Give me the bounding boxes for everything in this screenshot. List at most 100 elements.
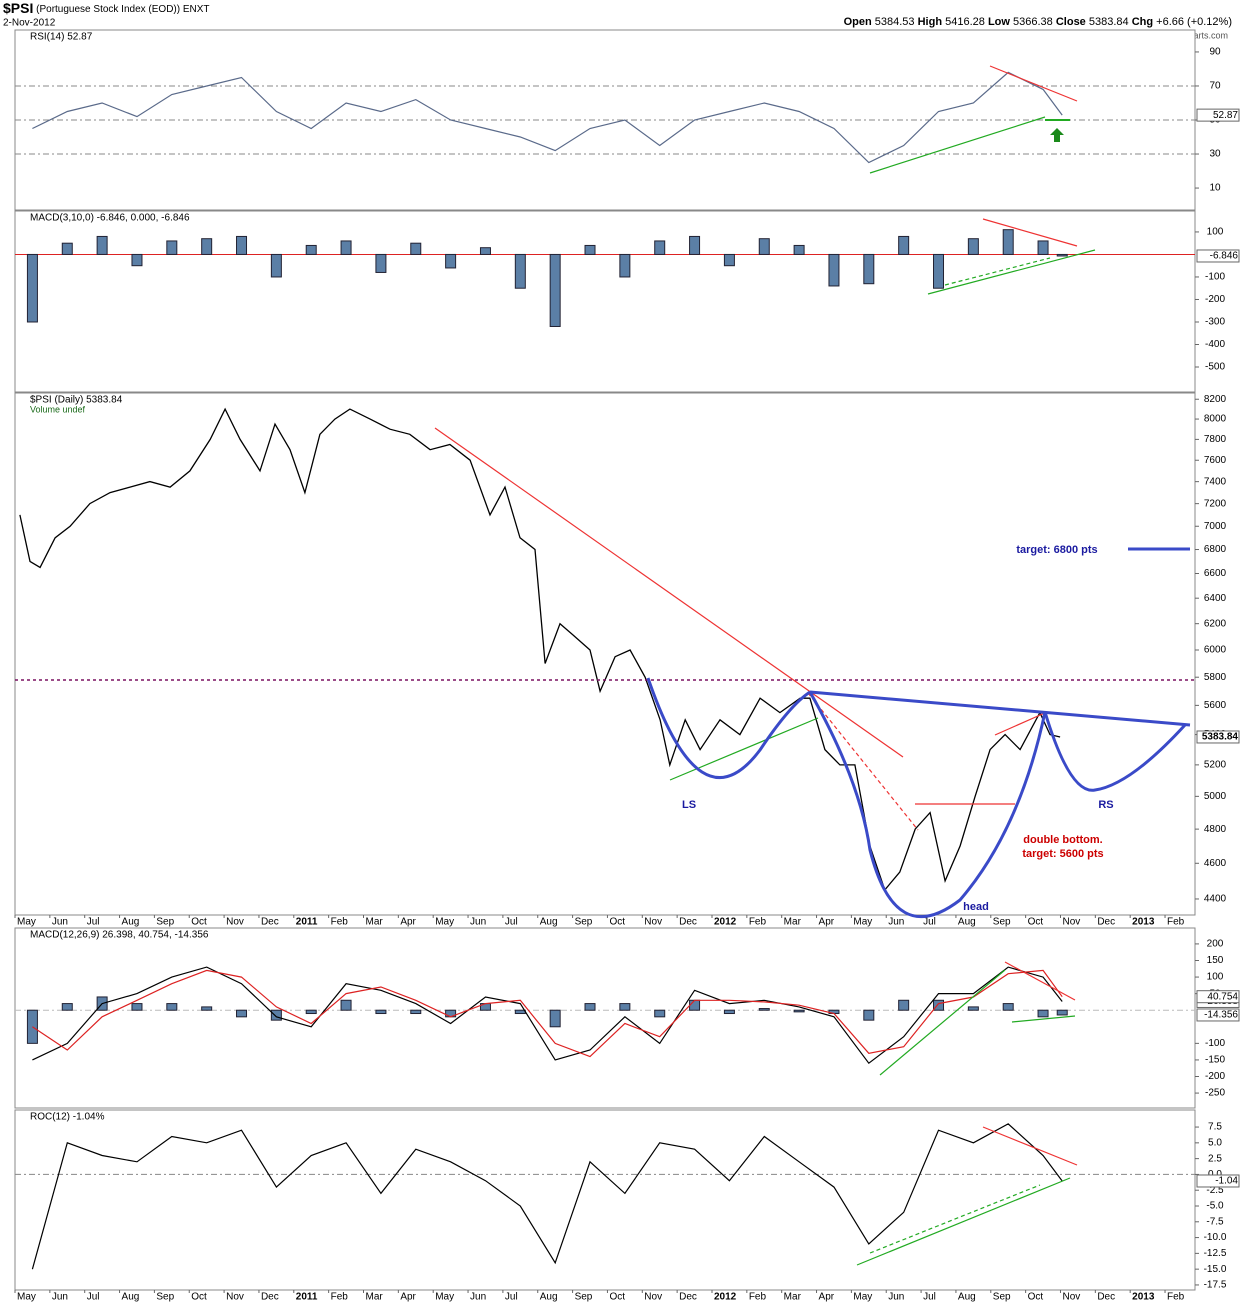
y-tick-label: -7.5	[1206, 1216, 1224, 1227]
panel-frame	[14, 1109, 1196, 1291]
y-tick-label: -10.0	[1204, 1232, 1227, 1243]
exchange: ENXT	[183, 4, 210, 15]
histogram-bar	[375, 1009, 387, 1015]
x-tick-label: Feb	[1167, 1292, 1185, 1303]
panel: 7.55.02.50.0-2.5-5.0-7.5-10.0-12.5-15.0-…	[14, 1109, 1240, 1303]
histogram-bar	[689, 235, 701, 255]
histogram-bar	[898, 999, 910, 1011]
pattern-curve	[808, 691, 1047, 919]
histogram-bar	[131, 253, 143, 267]
histogram-bar	[1056, 1009, 1068, 1016]
y-tick-label: 4800	[1204, 824, 1227, 835]
quote: Open 5384.53 High 5416.28 Low 5366.38 Cl…	[844, 16, 1232, 28]
trendline	[1004, 961, 1076, 1001]
panel-title: ROC(12) -1.04%	[30, 1112, 105, 1123]
histogram-bar	[967, 238, 979, 255]
histogram-bar	[305, 1009, 317, 1015]
histogram-bar	[654, 1009, 666, 1018]
last-value-box	[1196, 108, 1240, 122]
y-tick-label: 5800	[1204, 672, 1227, 683]
histogram-bar	[758, 1008, 770, 1011]
last-value-label: 40.754	[1207, 991, 1238, 1002]
plot	[26, 229, 1068, 327]
last-value-box	[1196, 1008, 1240, 1022]
x-tick-label: Oct	[1028, 1292, 1044, 1303]
series-line	[31, 1123, 1063, 1270]
y-tick-label: 5.0	[1208, 1137, 1222, 1148]
y-tick-label: -12.5	[1204, 1248, 1227, 1259]
y-tick-label: -500	[1205, 362, 1225, 373]
x-tick-label: Nov	[226, 917, 244, 928]
histogram-bar	[270, 1009, 282, 1021]
x-tick-label: Mar	[365, 917, 383, 928]
x-tick-label: Oct	[191, 1292, 207, 1303]
y-tick-label: 100	[1207, 972, 1224, 983]
header-date: 2-Nov-2012	[3, 18, 56, 29]
x-tick-label: Apr	[400, 1292, 416, 1303]
x-tick-label: Sep	[575, 917, 593, 928]
y-tick-label: 6000	[1204, 645, 1227, 656]
y-tick-label: 7600	[1204, 455, 1227, 466]
histogram-bar	[479, 247, 491, 255]
x-tick-label: Sep	[993, 1292, 1011, 1303]
annotation: head	[963, 901, 989, 913]
last-value-label: -14.356	[1204, 1010, 1238, 1021]
x-tick-label: May	[17, 1292, 36, 1303]
annotation: double bottom.	[1023, 834, 1102, 846]
histogram-bar	[1056, 253, 1068, 257]
histogram-bar	[793, 1009, 805, 1013]
histogram-bar	[96, 235, 108, 255]
histogram-bar	[933, 253, 945, 289]
panel-title: MACD(3,10,0) -6.846, 0.000, -6.846	[30, 213, 190, 224]
histogram-bar	[514, 253, 526, 289]
x-tick-label: Aug	[958, 917, 976, 928]
histogram-bar	[828, 253, 840, 287]
pattern-curve	[646, 677, 811, 780]
x-tick-label: May	[853, 1292, 872, 1303]
histogram-bar	[654, 240, 666, 255]
quote-label: Close	[1056, 16, 1086, 28]
histogram-bar	[166, 240, 178, 255]
histogram-bar	[619, 253, 631, 278]
histogram-bar	[584, 244, 596, 255]
series-line	[32, 969, 1063, 1058]
last-value-box	[1196, 249, 1240, 263]
last-value-box	[1196, 1174, 1240, 1188]
x-tick-label: May	[853, 917, 872, 928]
last-value-label: -1.04	[1215, 1176, 1238, 1187]
histogram-bar	[340, 999, 352, 1011]
last-value-label: 5383.84	[1202, 732, 1239, 743]
histogram-bar	[61, 1003, 73, 1011]
y-tick-label: 7800	[1204, 434, 1227, 445]
x-tick-label: May	[17, 917, 36, 928]
y-tick-label: 6800	[1204, 544, 1227, 555]
histogram-bar	[166, 1003, 178, 1011]
trendline	[669, 717, 819, 781]
histogram-bar	[689, 999, 701, 1011]
y-tick-label: 30	[1209, 149, 1221, 160]
x-tick-label: Mar	[784, 917, 802, 928]
x-tick-label: Jun	[470, 917, 486, 928]
x-tick-label: Apr	[819, 917, 835, 928]
y-tick-label: 4400	[1204, 894, 1227, 905]
x-tick-label: Aug	[958, 1292, 976, 1303]
x-tick-label: Mar	[365, 1292, 383, 1303]
y-tick-label: 6400	[1204, 593, 1227, 604]
x-tick-label: Dec	[1097, 917, 1115, 928]
y-tick-label: -100	[1205, 1038, 1225, 1049]
y-tick-label: -300	[1205, 317, 1225, 328]
histogram-bar	[549, 1009, 561, 1028]
last-value-label: 52.87	[1213, 110, 1238, 121]
last-value-label: -6.846	[1210, 251, 1239, 262]
trendline	[1011, 1015, 1076, 1023]
series-line	[32, 71, 1063, 164]
trendline	[982, 218, 1078, 247]
histogram-bar	[723, 253, 735, 267]
trendline	[927, 249, 1096, 295]
x-tick-label: 2012	[714, 1292, 737, 1303]
quote-label: Low	[988, 16, 1010, 28]
y-tick-label: -400	[1205, 339, 1225, 350]
annotation: target: 6800 pts	[1016, 544, 1097, 556]
histogram-bar	[305, 244, 317, 255]
histogram-bar	[445, 253, 457, 269]
